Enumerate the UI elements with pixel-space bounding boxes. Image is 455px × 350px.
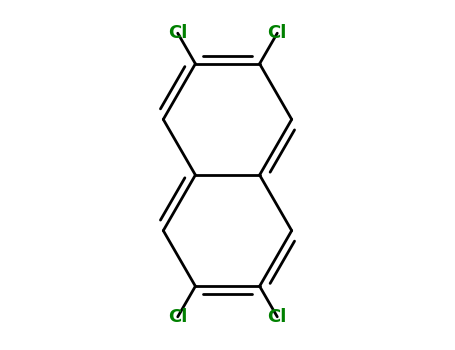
Text: Cl: Cl (268, 308, 287, 326)
Text: Cl: Cl (168, 24, 187, 42)
Text: Cl: Cl (168, 308, 187, 326)
Text: Cl: Cl (268, 24, 287, 42)
